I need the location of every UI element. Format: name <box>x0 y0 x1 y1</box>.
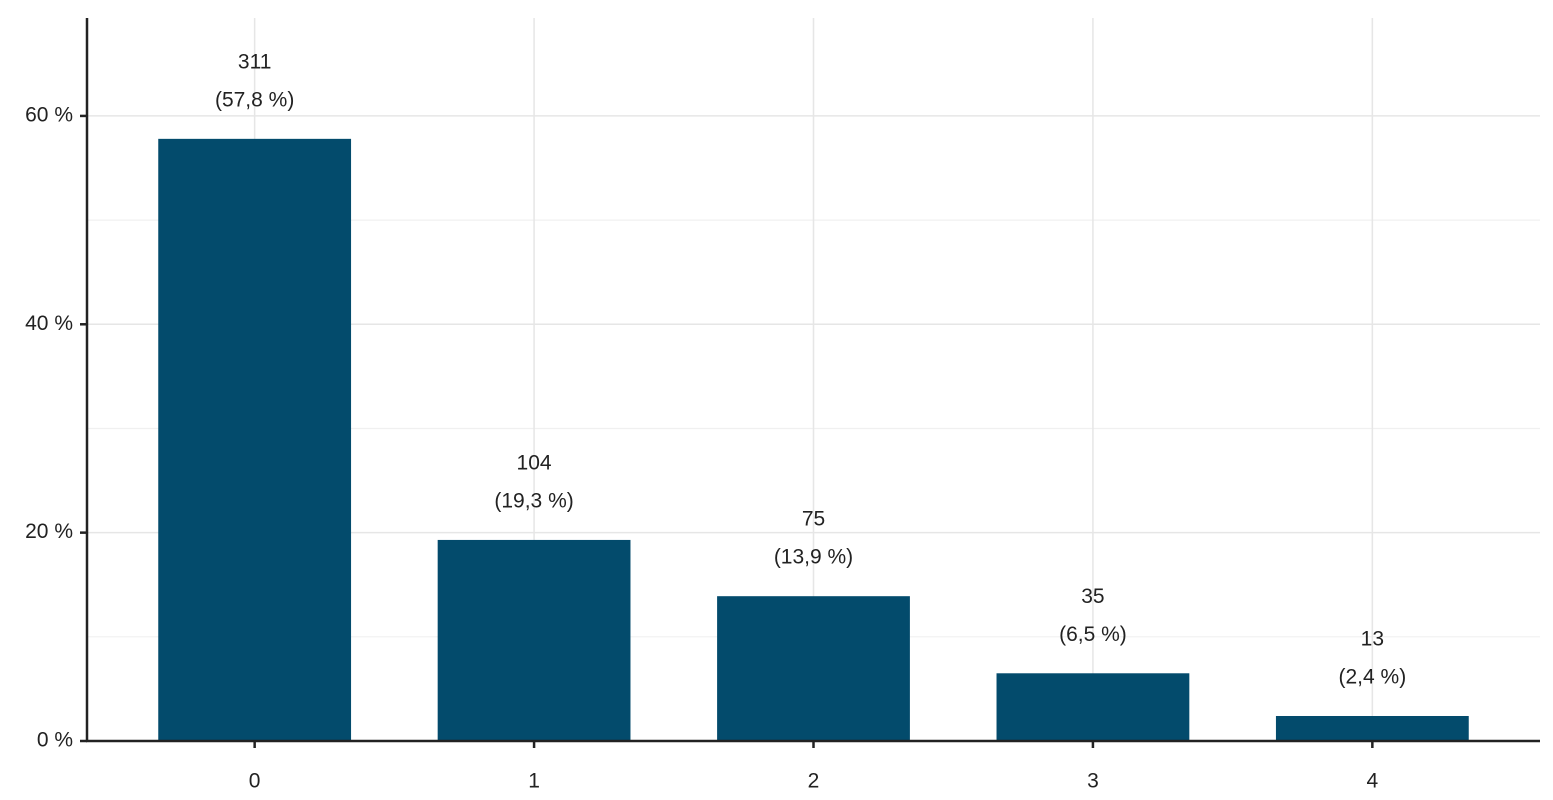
value-label: (57,8 %) <box>215 88 294 111</box>
count-label: 311 <box>238 50 271 73</box>
y-tick-label: 60 % <box>25 103 73 126</box>
bar <box>717 596 910 741</box>
bar <box>158 138 352 741</box>
value-label: (13,9 %) <box>774 546 853 569</box>
count-label: 104 <box>517 451 552 474</box>
value-label: (6,5 %) <box>1059 623 1127 646</box>
y-tick-label: 0 % <box>37 729 73 752</box>
y-tick-label: 20 % <box>25 520 73 543</box>
count-label: 13 <box>1361 628 1384 651</box>
x-tick-label: 4 <box>1367 770 1379 793</box>
x-tick-label: 3 <box>1087 770 1099 793</box>
x-tick-label: 2 <box>808 770 820 793</box>
bar <box>1275 715 1469 741</box>
x-tick-label: 1 <box>528 770 540 793</box>
count-label: 35 <box>1081 585 1104 608</box>
value-label: (19,3 %) <box>494 489 573 512</box>
count-label: 75 <box>802 508 825 531</box>
value-label: (2,4 %) <box>1339 666 1407 689</box>
y-tick-label: 40 % <box>25 312 73 335</box>
bar <box>996 673 1190 741</box>
x-tick-label: 0 <box>249 770 261 793</box>
bar <box>437 539 631 741</box>
